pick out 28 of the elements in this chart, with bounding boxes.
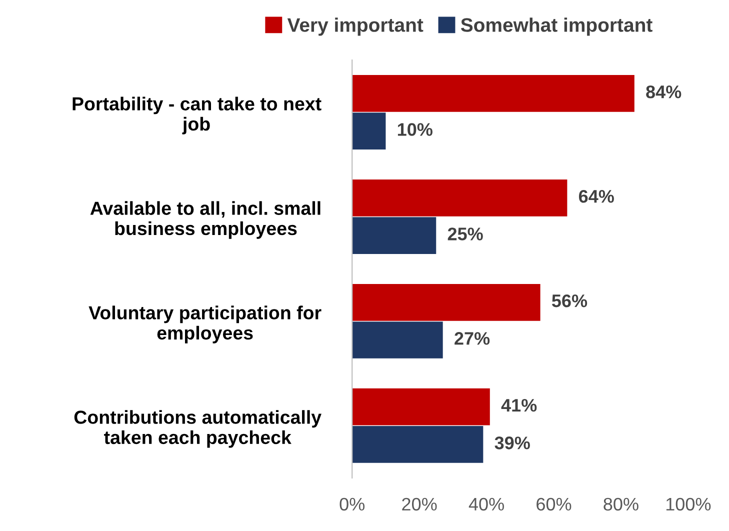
y-tick-label: Voluntary participation for employees (88, 306, 322, 344)
legend-label: Somewhat important (460, 18, 652, 36)
x-tick-label: 20% (402, 498, 437, 511)
data-label: 84% (646, 85, 682, 98)
x-tick-label: 100% (666, 498, 711, 511)
legend-label: Very important (287, 18, 424, 36)
x-tick-label: 60% (536, 498, 572, 511)
data-label: 64% (578, 190, 614, 203)
x-tick-label: 80% (604, 498, 638, 511)
data-label: 41% (501, 398, 537, 412)
bar (352, 322, 443, 358)
x-tick-label: 0% (340, 498, 365, 511)
bar (352, 75, 634, 112)
data-label: 27% (454, 332, 490, 345)
data-label: 25% (448, 228, 483, 240)
y-tick-label: Available to all, incl. small business employees (90, 201, 320, 239)
bar (352, 112, 386, 150)
bar (352, 284, 540, 321)
data-label: 39% (494, 436, 530, 450)
y-tick-label: Portability - can take to next job (72, 96, 322, 134)
x-tick-label: 40% (468, 498, 504, 511)
bar (352, 217, 436, 254)
data-label: 56% (552, 294, 588, 308)
y-tick-label: Contributions automatically taken each paycheck (74, 410, 322, 448)
bar (352, 179, 568, 216)
bar (352, 388, 490, 426)
data-label: 10% (398, 123, 432, 136)
bar (352, 426, 484, 463)
